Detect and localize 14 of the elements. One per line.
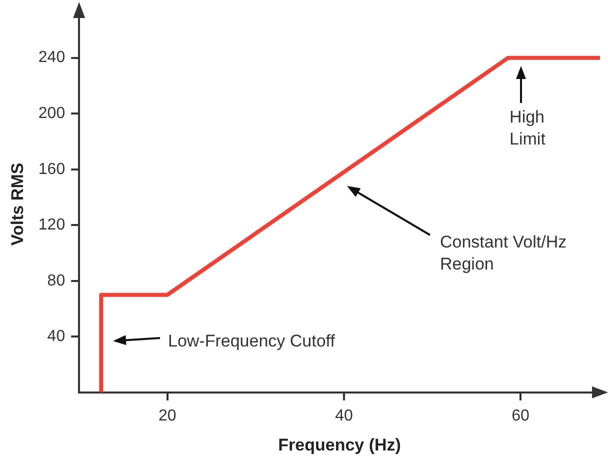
y-tick-label: 120 [38,216,66,234]
y-axis-title: Volts RMS [8,162,27,246]
annotation: Low-Frequency Cutoff [168,332,336,351]
y-tick-label: 240 [38,49,66,66]
annotation: High Limit [510,108,546,149]
x-tick-label: 40 [335,407,353,424]
x-tick-label: 20 [158,407,176,424]
x-tick-label: 60 [512,407,530,424]
annotation: Constant Volt/Hz Region [440,232,567,274]
y-tick-label: 200 [38,104,66,122]
x-axis-title: Frequency (Hz) [278,435,401,454]
y-tick-label: 160 [38,160,66,178]
y-tick-label: 40 [47,328,66,346]
y-tick-label: 80 [47,272,66,290]
